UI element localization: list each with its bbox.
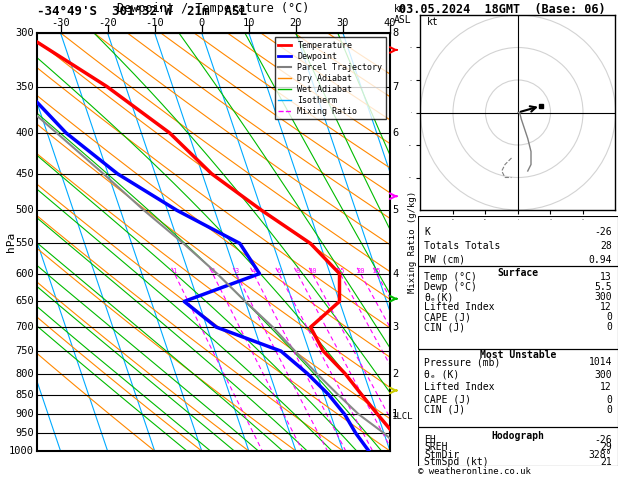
Text: 40: 40 xyxy=(384,18,396,28)
Text: 3: 3 xyxy=(392,322,398,332)
Text: © weatheronline.co.uk: © weatheronline.co.uk xyxy=(418,467,531,476)
Text: Temp (°C): Temp (°C) xyxy=(424,272,477,282)
Bar xyxy=(418,348,618,427)
Text: Lifted Index: Lifted Index xyxy=(424,382,494,392)
Text: 2: 2 xyxy=(392,368,398,379)
Text: 8: 8 xyxy=(392,28,398,38)
Text: Surface: Surface xyxy=(498,268,538,278)
Text: Lifted Index: Lifted Index xyxy=(424,302,494,312)
Text: θₑ(K): θₑ(K) xyxy=(424,292,454,302)
Text: 6: 6 xyxy=(277,268,281,274)
Text: 25: 25 xyxy=(372,268,381,274)
Text: Totals Totals: Totals Totals xyxy=(424,241,501,251)
Text: 4: 4 xyxy=(252,268,255,274)
Text: 15: 15 xyxy=(336,268,344,274)
Text: 28: 28 xyxy=(600,241,612,251)
Text: Mixing Ratio (g/kg): Mixing Ratio (g/kg) xyxy=(408,191,418,293)
Text: -26: -26 xyxy=(594,227,612,237)
Text: 950: 950 xyxy=(16,428,34,438)
Text: 0: 0 xyxy=(606,312,612,322)
Text: 3: 3 xyxy=(234,268,238,274)
Text: 1LCL: 1LCL xyxy=(392,412,414,421)
Text: 400: 400 xyxy=(16,128,34,138)
Text: hPa: hPa xyxy=(6,232,16,252)
Text: Pressure (mb): Pressure (mb) xyxy=(424,357,501,367)
Text: 4: 4 xyxy=(392,269,398,278)
Legend: Temperature, Dewpoint, Parcel Trajectory, Dry Adiabat, Wet Adiabat, Isotherm, Mi: Temperature, Dewpoint, Parcel Trajectory… xyxy=(275,37,386,120)
Text: -26: -26 xyxy=(594,435,612,445)
Text: K: K xyxy=(424,227,430,237)
Text: CAPE (J): CAPE (J) xyxy=(424,395,471,405)
Text: StmDir: StmDir xyxy=(424,450,459,460)
Text: 1014: 1014 xyxy=(589,357,612,367)
Text: 700: 700 xyxy=(16,322,34,332)
Text: 1000: 1000 xyxy=(9,446,34,456)
Text: 12: 12 xyxy=(600,302,612,312)
Text: 300: 300 xyxy=(16,28,34,38)
Text: 20: 20 xyxy=(289,18,302,28)
Text: 10: 10 xyxy=(243,18,255,28)
Text: CAPE (J): CAPE (J) xyxy=(424,312,471,322)
Text: 7: 7 xyxy=(392,82,398,91)
Text: 0: 0 xyxy=(606,395,612,405)
Bar xyxy=(418,427,618,466)
Bar xyxy=(418,216,618,266)
Text: 1: 1 xyxy=(172,268,177,274)
Text: 2: 2 xyxy=(211,268,214,274)
Text: Most Unstable: Most Unstable xyxy=(480,350,556,361)
Text: 328°: 328° xyxy=(589,450,612,460)
Text: 0.94: 0.94 xyxy=(589,255,612,265)
Text: 500: 500 xyxy=(16,206,34,215)
Text: StmSpd (kt): StmSpd (kt) xyxy=(424,457,489,467)
Text: PW (cm): PW (cm) xyxy=(424,255,465,265)
Text: -10: -10 xyxy=(145,18,164,28)
Text: 0: 0 xyxy=(199,18,205,28)
Text: Hodograph: Hodograph xyxy=(491,431,545,441)
Text: 0: 0 xyxy=(606,405,612,415)
Text: 850: 850 xyxy=(16,390,34,399)
Text: 10: 10 xyxy=(308,268,316,274)
Text: 600: 600 xyxy=(16,269,34,278)
Text: 900: 900 xyxy=(16,409,34,419)
Text: CIN (J): CIN (J) xyxy=(424,322,465,332)
Text: 21: 21 xyxy=(600,457,612,467)
Text: 13: 13 xyxy=(600,272,612,282)
Text: 1: 1 xyxy=(392,409,398,419)
Bar xyxy=(418,266,618,348)
Text: 12: 12 xyxy=(600,382,612,392)
Text: θₑ (K): θₑ (K) xyxy=(424,370,459,380)
Text: kt: kt xyxy=(427,17,439,27)
Text: 350: 350 xyxy=(16,82,34,91)
Text: 6: 6 xyxy=(392,128,398,138)
Text: CIN (J): CIN (J) xyxy=(424,405,465,415)
Text: 03.05.2024  18GMT  (Base: 06): 03.05.2024 18GMT (Base: 06) xyxy=(399,3,606,16)
Text: 450: 450 xyxy=(16,169,34,179)
Text: 750: 750 xyxy=(16,346,34,356)
Text: Dewp (°C): Dewp (°C) xyxy=(424,282,477,292)
Text: -20: -20 xyxy=(98,18,117,28)
Text: 800: 800 xyxy=(16,368,34,379)
Text: 20: 20 xyxy=(356,268,365,274)
Text: 29: 29 xyxy=(600,442,612,452)
Text: -30: -30 xyxy=(51,18,70,28)
Text: SREH: SREH xyxy=(424,442,447,452)
Text: 650: 650 xyxy=(16,296,34,307)
Text: 0: 0 xyxy=(606,322,612,332)
Text: 30: 30 xyxy=(337,18,349,28)
Text: 5: 5 xyxy=(392,206,398,215)
Text: km
ASL: km ASL xyxy=(394,4,411,25)
Text: 8: 8 xyxy=(296,268,299,274)
Text: 300: 300 xyxy=(594,292,612,302)
Text: 550: 550 xyxy=(16,239,34,248)
Text: 300: 300 xyxy=(594,370,612,380)
Text: EH: EH xyxy=(424,435,436,445)
Text: -34°49'S  301°32'W  21m  ASL: -34°49'S 301°32'W 21m ASL xyxy=(37,5,247,18)
Text: 5.5: 5.5 xyxy=(594,282,612,292)
Text: Dewpoint / Temperature (°C): Dewpoint / Temperature (°C) xyxy=(118,1,309,15)
